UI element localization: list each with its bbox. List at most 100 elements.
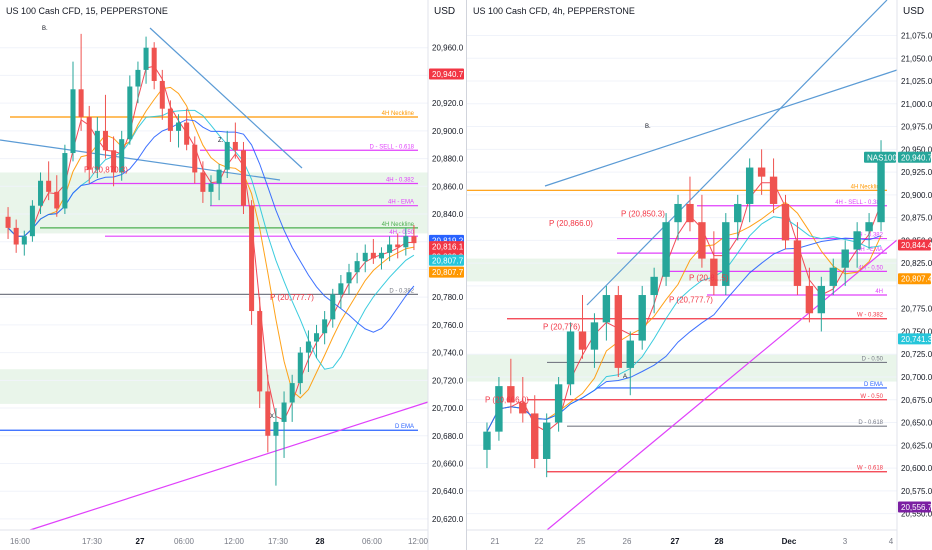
level-label: D - SELL - 0.618 — [370, 144, 415, 150]
candle-body — [273, 421, 279, 436]
candle-body — [769, 176, 778, 204]
price-tag: 20,819.2 — [432, 236, 464, 245]
trend-line — [149, 27, 303, 169]
candle-body — [554, 384, 563, 423]
x-tick-label: 06:00 — [362, 537, 383, 546]
price-tag: 20,556.7 — [901, 503, 932, 512]
pivot-label: P (20,777.7) — [270, 293, 314, 302]
zone-band — [0, 369, 428, 404]
price-tag-bg — [864, 151, 896, 163]
candle-body — [370, 252, 376, 259]
trend-line — [0, 139, 281, 181]
y-tick-label: 21,050.0 — [901, 54, 932, 63]
price-tag-bg — [429, 68, 464, 80]
y-tick-label: 20,620.0 — [432, 515, 464, 524]
candle-body — [281, 402, 287, 422]
level-label: D - 0.618 — [858, 420, 883, 426]
y-tick-label: 20,840.0 — [432, 210, 464, 219]
y-tick-label: 21,000.0 — [901, 100, 932, 109]
candle-body — [192, 144, 198, 173]
y-tick-label: 20,825.0 — [901, 259, 932, 268]
level-label: 4H - SELL - 0.382 — [835, 200, 883, 206]
moving-average-line — [7, 65, 414, 421]
price-tag: 20,807.4 — [901, 275, 932, 284]
candle-body — [626, 340, 634, 368]
level-label: 4H - 0.50 — [858, 265, 883, 271]
candle-body — [38, 180, 44, 206]
candle-body — [362, 252, 368, 262]
price-tag: 20,807.7 — [432, 256, 464, 265]
y-tick-label: 20,950.0 — [901, 145, 932, 154]
candle-body — [853, 231, 861, 250]
x-tick-label: 26 — [623, 537, 632, 546]
candle-body — [289, 383, 295, 403]
x-tick-label: 27 — [671, 537, 680, 546]
x-tick-label: 06:00 — [174, 537, 195, 546]
y-tick-label: 20,900.0 — [901, 191, 932, 200]
pivot-label: P (20,870.3) — [84, 165, 128, 174]
moving-average-line — [486, 201, 882, 432]
moving-average-line — [7, 109, 415, 370]
candle-body — [566, 331, 575, 385]
candle-body — [757, 167, 766, 177]
candle-body — [62, 153, 68, 209]
trend-line — [546, 239, 898, 531]
y-tick-label: 20,725.0 — [901, 350, 932, 359]
level-label: W - 0.618 — [857, 466, 884, 472]
moving-average-line — [7, 119, 415, 333]
candle-body — [542, 422, 551, 459]
candle-body — [338, 283, 344, 295]
candle-body — [793, 240, 802, 286]
y-tick-label: 20,700.0 — [901, 373, 932, 382]
y-tick-label: 20,920.0 — [432, 99, 464, 108]
left-currency-label[interactable]: USD — [434, 6, 456, 17]
y-tick-label: 20,660.0 — [432, 459, 464, 468]
level-label: 4H - 0.50 — [389, 230, 414, 236]
level-label: W - 0.50 — [860, 394, 883, 400]
pivot-label: P (20,866.0) — [549, 219, 593, 228]
candle-body — [403, 236, 409, 248]
pivot-label: P (20,850.3) — [621, 210, 665, 219]
candle-body — [841, 249, 849, 268]
right-currency-label[interactable]: USD — [903, 6, 925, 17]
x-tick-label: 27 — [136, 537, 145, 546]
candle-body — [411, 236, 417, 244]
y-tick-label: 20,720.0 — [432, 376, 464, 385]
price-tag-bg — [429, 254, 464, 266]
candle-body — [346, 272, 352, 284]
level-label: 4H - EMA — [857, 247, 883, 253]
y-tick-label: 20,760.0 — [432, 321, 464, 330]
pivot-label: P (20,776) — [543, 323, 581, 332]
candle-body — [159, 80, 165, 109]
candle-body — [46, 180, 52, 192]
price-tag: 20,844.4 — [901, 241, 932, 250]
price-tag-bg — [429, 241, 464, 253]
candle-body — [817, 285, 826, 314]
y-tick-label: 20,740.0 — [432, 349, 464, 358]
y-tick-label: 20,675.0 — [901, 396, 932, 405]
candle-body — [638, 295, 646, 341]
candle-body — [590, 322, 599, 350]
price-tag-bg — [898, 151, 931, 163]
candle-body — [265, 391, 271, 436]
pattern-marker: Z. — [218, 138, 224, 144]
candle-body — [5, 216, 11, 228]
candle-body — [240, 150, 246, 206]
price-tag-bg — [898, 239, 931, 251]
pivot-label: P (20,8...5) — [689, 273, 729, 282]
pivot-label: P (20,666.0) — [485, 396, 529, 405]
candle-body — [519, 402, 527, 414]
candle-body — [94, 130, 100, 170]
y-tick-label: 21,025.0 — [901, 77, 932, 86]
left-chart-title: US 100 Cash CFD, 15, PEPPERSTONE — [6, 6, 168, 16]
y-tick-label: 20,575.0 — [901, 487, 932, 496]
left-chart-pane[interactable]: 4H Neckline D - SELL - 0.618 4H - 0.382 4H … — [0, 0, 466, 550]
trend-line — [29, 401, 429, 531]
y-tick-label: 20,900.0 — [432, 127, 464, 136]
y-tick-label: 20,975.0 — [901, 123, 932, 132]
price-tag-bg — [898, 501, 931, 513]
left-chart-svg[interactable]: 4H Neckline D - SELL - 0.618 4H - 0.382 4H … — [0, 0, 466, 550]
candle-body — [297, 352, 303, 384]
